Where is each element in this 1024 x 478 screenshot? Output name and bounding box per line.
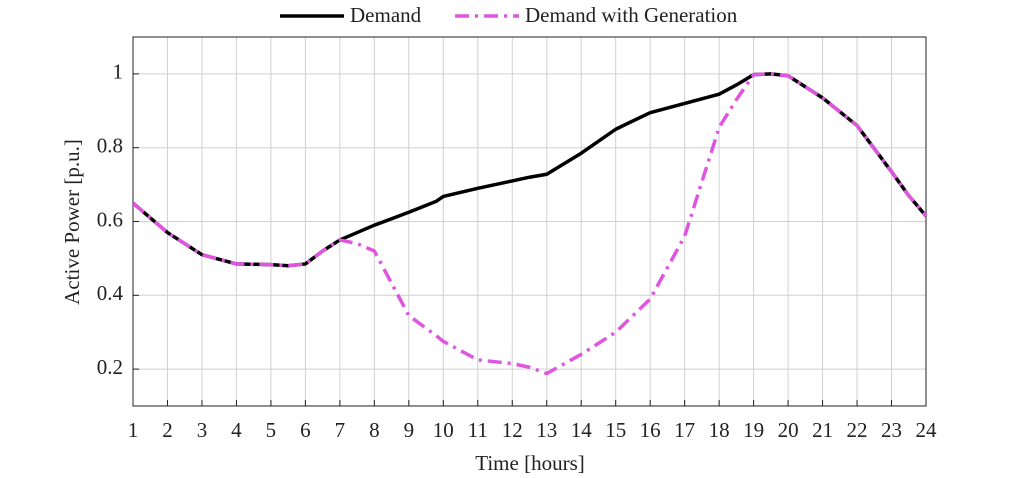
x-tick-label: 2 — [162, 418, 173, 442]
x-tick-label: 19 — [743, 418, 764, 442]
x-tick-label: 10 — [433, 418, 454, 442]
y-tick-label: 0.8 — [97, 134, 123, 158]
x-tick-label: 22 — [847, 418, 868, 442]
legend-label: Demand with Generation — [525, 3, 738, 27]
x-tick-label: 15 — [605, 418, 626, 442]
x-tick-label: 3 — [197, 418, 208, 442]
x-tick-label: 11 — [468, 418, 488, 442]
x-tick-label: 7 — [335, 418, 346, 442]
y-tick-label: 1 — [113, 60, 124, 84]
y-tick-label: 0.2 — [97, 355, 123, 379]
x-axis-label: Time [hours] — [475, 451, 584, 475]
x-tick-label: 23 — [881, 418, 902, 442]
x-tick-label: 12 — [502, 418, 523, 442]
y-tick-label: 0.6 — [97, 207, 123, 231]
x-tick-label: 20 — [778, 418, 799, 442]
x-tick-label: 14 — [571, 418, 593, 442]
x-tick-label: 21 — [812, 418, 833, 442]
x-tick-label: 17 — [674, 418, 695, 442]
x-tick-label: 8 — [369, 418, 380, 442]
x-tick-label: 4 — [231, 418, 242, 442]
x-tick-label: 13 — [536, 418, 557, 442]
y-axis-label: Active Power [p.u.] — [60, 139, 84, 305]
x-tick-label: 6 — [300, 418, 311, 442]
y-tick-label: 0.4 — [97, 281, 124, 305]
series-line — [131, 72, 928, 268]
x-tick-label: 5 — [266, 418, 277, 442]
x-tick-label: 18 — [709, 418, 730, 442]
x-tick-label: 9 — [404, 418, 415, 442]
legend-label: Demand — [350, 3, 422, 27]
x-tick-label: 16 — [640, 418, 661, 442]
plot-frame — [132, 36, 927, 407]
series-line — [131, 72, 928, 376]
x-tick-label: 1 — [128, 418, 139, 442]
x-tick-label: 24 — [916, 418, 938, 442]
